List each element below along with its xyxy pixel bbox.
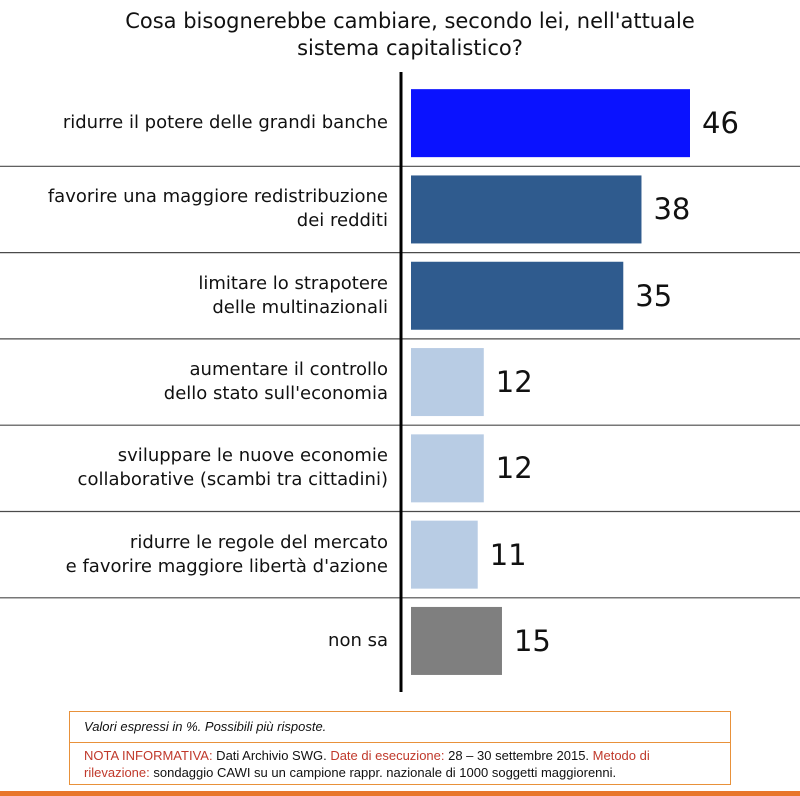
- notes-box: Valori espressi in %. Possibili più risp…: [69, 711, 731, 785]
- bar-chart: [0, 72, 800, 692]
- category-label: sviluppare le nuove economie collaborativ…: [0, 444, 388, 492]
- category-label-line: limitare lo strapotere: [198, 272, 388, 294]
- category-label-line: e favorire maggiore libertà d'azione: [65, 555, 388, 577]
- category-label: favorire una maggiore redistribuzione dei…: [0, 185, 388, 233]
- category-label-line: delle multinazionali: [212, 296, 388, 318]
- chart-title: Cosa bisognerebbe cambiare, secondo lei,…: [100, 8, 720, 62]
- chart-title-line-1: Cosa bisognerebbe cambiare, secondo lei,…: [125, 9, 695, 33]
- category-label-line: aumentare il controllo: [189, 359, 388, 381]
- bar: [411, 348, 484, 417]
- methodology-note: NOTA INFORMATIVA: Dati Archivio SWG. Dat…: [70, 743, 730, 781]
- date-text: 28 – 30 settembre 2015.: [444, 748, 593, 763]
- category-label-line: dei redditi: [296, 210, 388, 232]
- category-label: aumentare il controllo dello stato sull'e…: [0, 358, 388, 406]
- category-label-line: collaborative (scambi tra cittadini): [77, 469, 388, 491]
- bar: [411, 89, 690, 158]
- chart-title-line-2: sistema capitalistico?: [297, 36, 523, 60]
- date-label: Date di esecuzione:: [330, 748, 445, 763]
- category-label-line: non sa: [328, 629, 388, 651]
- metodo-label: Metodo di rilevazione:: [84, 748, 650, 780]
- data-label: 15: [513, 623, 551, 658]
- data-label: 46: [702, 106, 739, 141]
- bottom-accent-strip: [0, 791, 800, 796]
- data-label: 35: [635, 278, 673, 313]
- data-label: 12: [495, 365, 533, 400]
- bar: [411, 434, 484, 503]
- category-label: non sa: [0, 629, 388, 653]
- bar: [411, 606, 502, 675]
- category-label-line: ridurre il potere delle grandi banche: [62, 112, 388, 134]
- category-label-line: dello stato sull'economia: [163, 383, 388, 405]
- bar: [411, 520, 478, 589]
- metodo-text: sondaggio CAWI su un campione rappr. naz…: [149, 765, 617, 780]
- nota-text: Dati Archivio SWG.: [212, 748, 331, 763]
- category-label-line: ridurre le regole del mercato: [129, 531, 388, 553]
- category-label-line: sviluppare le nuove economie: [117, 445, 388, 467]
- category-label: limitare lo strapotere delle multinaziona…: [0, 272, 388, 320]
- category-label: ridurre il potere delle grandi banche: [0, 111, 388, 135]
- values-note: Valori espressi in %. Possibili più risp…: [70, 712, 730, 743]
- data-label: 11: [489, 537, 527, 572]
- nota-label: NOTA INFORMATIVA:: [84, 748, 213, 763]
- category-label-line: favorire una maggiore redistribuzione: [47, 186, 388, 208]
- bar: [411, 261, 624, 330]
- category-label: ridurre le regole del mercato e favorire …: [0, 531, 388, 579]
- data-label: 38: [653, 192, 691, 227]
- bar: [411, 175, 642, 244]
- data-label: 12: [495, 451, 533, 486]
